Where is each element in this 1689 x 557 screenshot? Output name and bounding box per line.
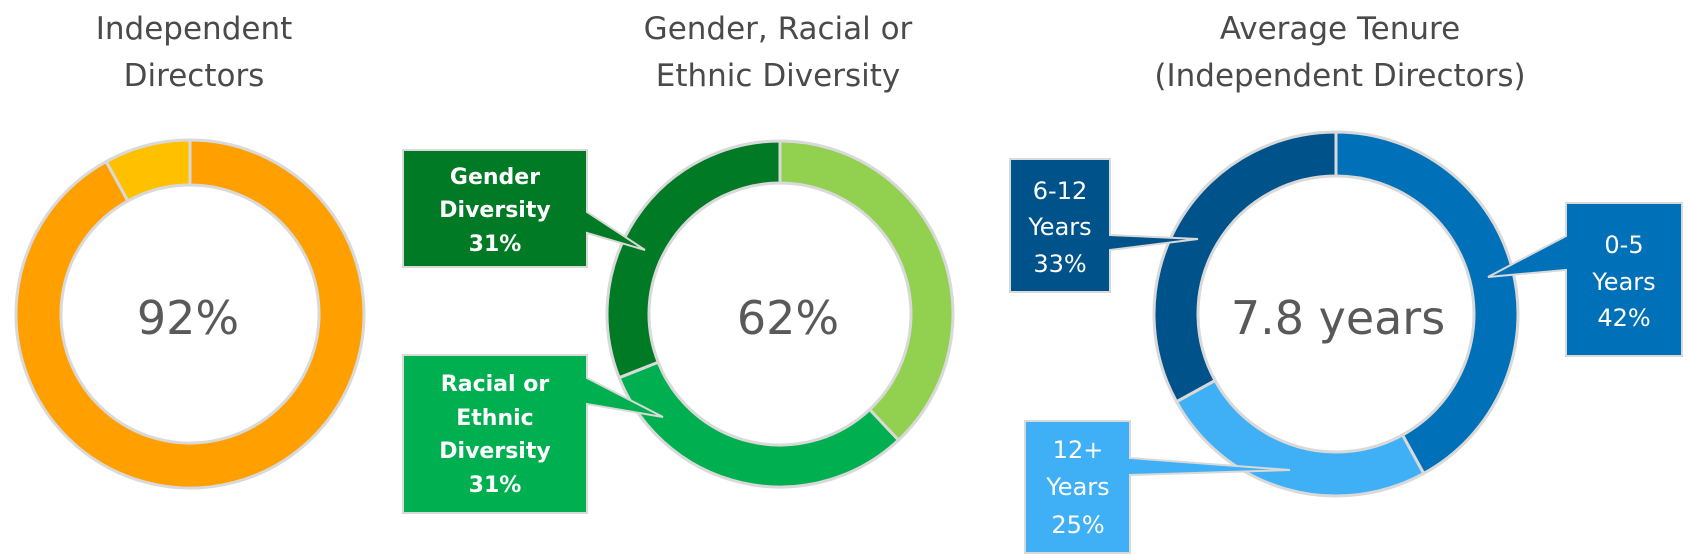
chart2-title-line1: Gender, Racial or bbox=[644, 11, 913, 47]
callout-gender-diversity-value: 31% bbox=[469, 232, 522, 257]
chart2-donut bbox=[605, 139, 955, 489]
callout-0-5-years-box bbox=[1487, 202, 1683, 357]
chart1-donut bbox=[14, 138, 366, 490]
chart1-center-value: 92% bbox=[137, 291, 239, 345]
callout-racial-ethnic-diversity-line3: Diversity bbox=[439, 439, 550, 464]
callout-12-plus-years-value: 25% bbox=[1051, 511, 1104, 539]
callout-0-5-years-line2: Years bbox=[1591, 268, 1655, 296]
chart1-donut-slice-1 bbox=[14, 138, 366, 490]
callout-racial-ethnic-diversity-value: 31% bbox=[469, 473, 522, 498]
callout-6-12-years-value: 33% bbox=[1033, 250, 1086, 278]
callout-12-plus-years-line1: 12+ bbox=[1053, 436, 1104, 464]
chart1-title-line1: Independent bbox=[96, 11, 293, 47]
callout-racial-ethnic-diversity-line1: Racial or bbox=[441, 372, 550, 397]
chart1-title-line2: Directors bbox=[124, 58, 265, 94]
callout-racial-ethnic-diversity-box bbox=[402, 354, 664, 514]
callout-6-12-years-line2: Years bbox=[1027, 213, 1091, 241]
callout-12-plus-years-line2: Years bbox=[1045, 473, 1109, 501]
chart1-donut-slice-2 bbox=[104, 138, 192, 203]
chart-diversity: Gender, Racial or Ethnic Diversity 62% G… bbox=[402, 11, 955, 514]
chart2-donut-slice-3 bbox=[605, 139, 782, 380]
chart3-donut-slice-3 bbox=[1152, 130, 1338, 404]
chart3-donut-slice-2 bbox=[1175, 378, 1426, 498]
callout-0-5-years: 0-5 Years 42% bbox=[1487, 202, 1683, 357]
chart3-title-line2: (Independent Directors) bbox=[1154, 58, 1525, 94]
callout-12-plus-years: 12+ Years 25% bbox=[1024, 420, 1291, 554]
chart-average-tenure: Average Tenure (Independent Directors) 7… bbox=[1009, 11, 1683, 554]
callout-gender-diversity-line2: Diversity bbox=[439, 198, 550, 223]
chart2-center-value: 62% bbox=[737, 291, 839, 345]
callout-racial-ethnic-diversity-line2: Ethnic bbox=[456, 406, 533, 431]
chart2-title-line2: Ethnic Diversity bbox=[656, 58, 900, 94]
chart3-title-line1: Average Tenure bbox=[1220, 11, 1460, 47]
callout-gender-diversity: Gender Diversity 31% bbox=[402, 149, 646, 268]
callout-0-5-years-line1: 0-5 bbox=[1604, 231, 1643, 259]
chart2-donut-slice-2 bbox=[617, 360, 900, 489]
callout-6-12-years: 6-12 Years 33% bbox=[1009, 158, 1199, 293]
callout-0-5-years-value: 42% bbox=[1597, 304, 1650, 332]
callout-6-12-years-box bbox=[1009, 158, 1199, 293]
callout-12-plus-years-box bbox=[1024, 420, 1291, 554]
callout-gender-diversity-line1: Gender bbox=[450, 165, 540, 190]
chart3-donut-slice-1 bbox=[1334, 130, 1520, 475]
callout-racial-ethnic-diversity: Racial or Ethnic Diversity 31% bbox=[402, 354, 664, 514]
chart2-donut-slice-1 bbox=[778, 139, 955, 442]
chart-independent-directors: Independent Directors 92% bbox=[14, 11, 366, 490]
chart3-center-value: 7.8 years bbox=[1231, 291, 1445, 345]
callout-gender-diversity-box bbox=[402, 149, 646, 268]
callout-6-12-years-line1: 6-12 bbox=[1033, 177, 1087, 205]
